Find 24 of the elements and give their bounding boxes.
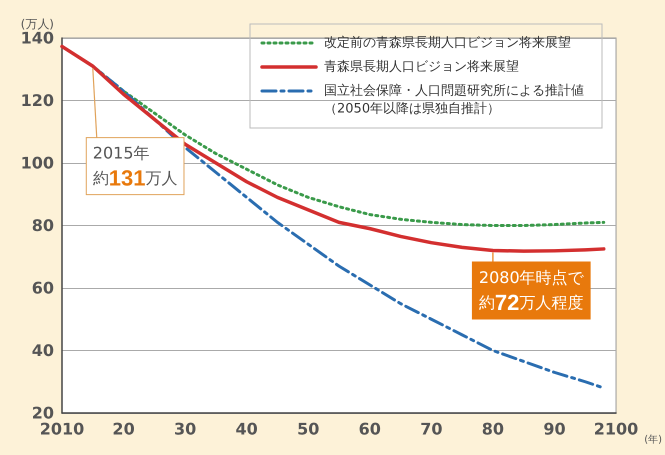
x-tick-label: 2100 xyxy=(594,420,638,438)
legend-label: 改定前の青森県長期人口ビジョン将来展望 xyxy=(324,36,571,50)
y-tick-label: 60 xyxy=(32,278,54,298)
x-tick-label: 20 xyxy=(112,420,135,438)
y-axis-title: (万人) xyxy=(20,17,54,31)
x-tick-label: 40 xyxy=(236,420,258,438)
x-tick-label: 70 xyxy=(420,420,442,438)
annotation: 2080年時点で約72万人程度 xyxy=(478,268,585,315)
y-tick-label: 140 xyxy=(20,28,54,48)
x-axis-title: (年) xyxy=(644,434,662,446)
legend-label: 青森県長期人口ビジョン将来展望 xyxy=(324,60,519,74)
annotation: 2015年約131万人 xyxy=(92,144,178,191)
x-tick-label: 30 xyxy=(174,420,196,438)
y-tick-label: 120 xyxy=(20,91,54,110)
y-tick-label: 20 xyxy=(32,404,54,422)
x-tick-label: 50 xyxy=(297,420,320,438)
x-tick-label: 2010 xyxy=(40,420,84,438)
legend-label: 国立社会保障・人口問題研究所による推計値（2050年以降は県独自推計） xyxy=(324,82,584,116)
x-tick-label: 90 xyxy=(543,420,566,438)
x-tick-label: 60 xyxy=(358,420,381,438)
y-tick-label: 40 xyxy=(32,341,54,360)
y-tick-label: 100 xyxy=(20,154,54,172)
y-tick-label: 80 xyxy=(32,216,54,235)
x-tick-label: 80 xyxy=(482,420,504,438)
